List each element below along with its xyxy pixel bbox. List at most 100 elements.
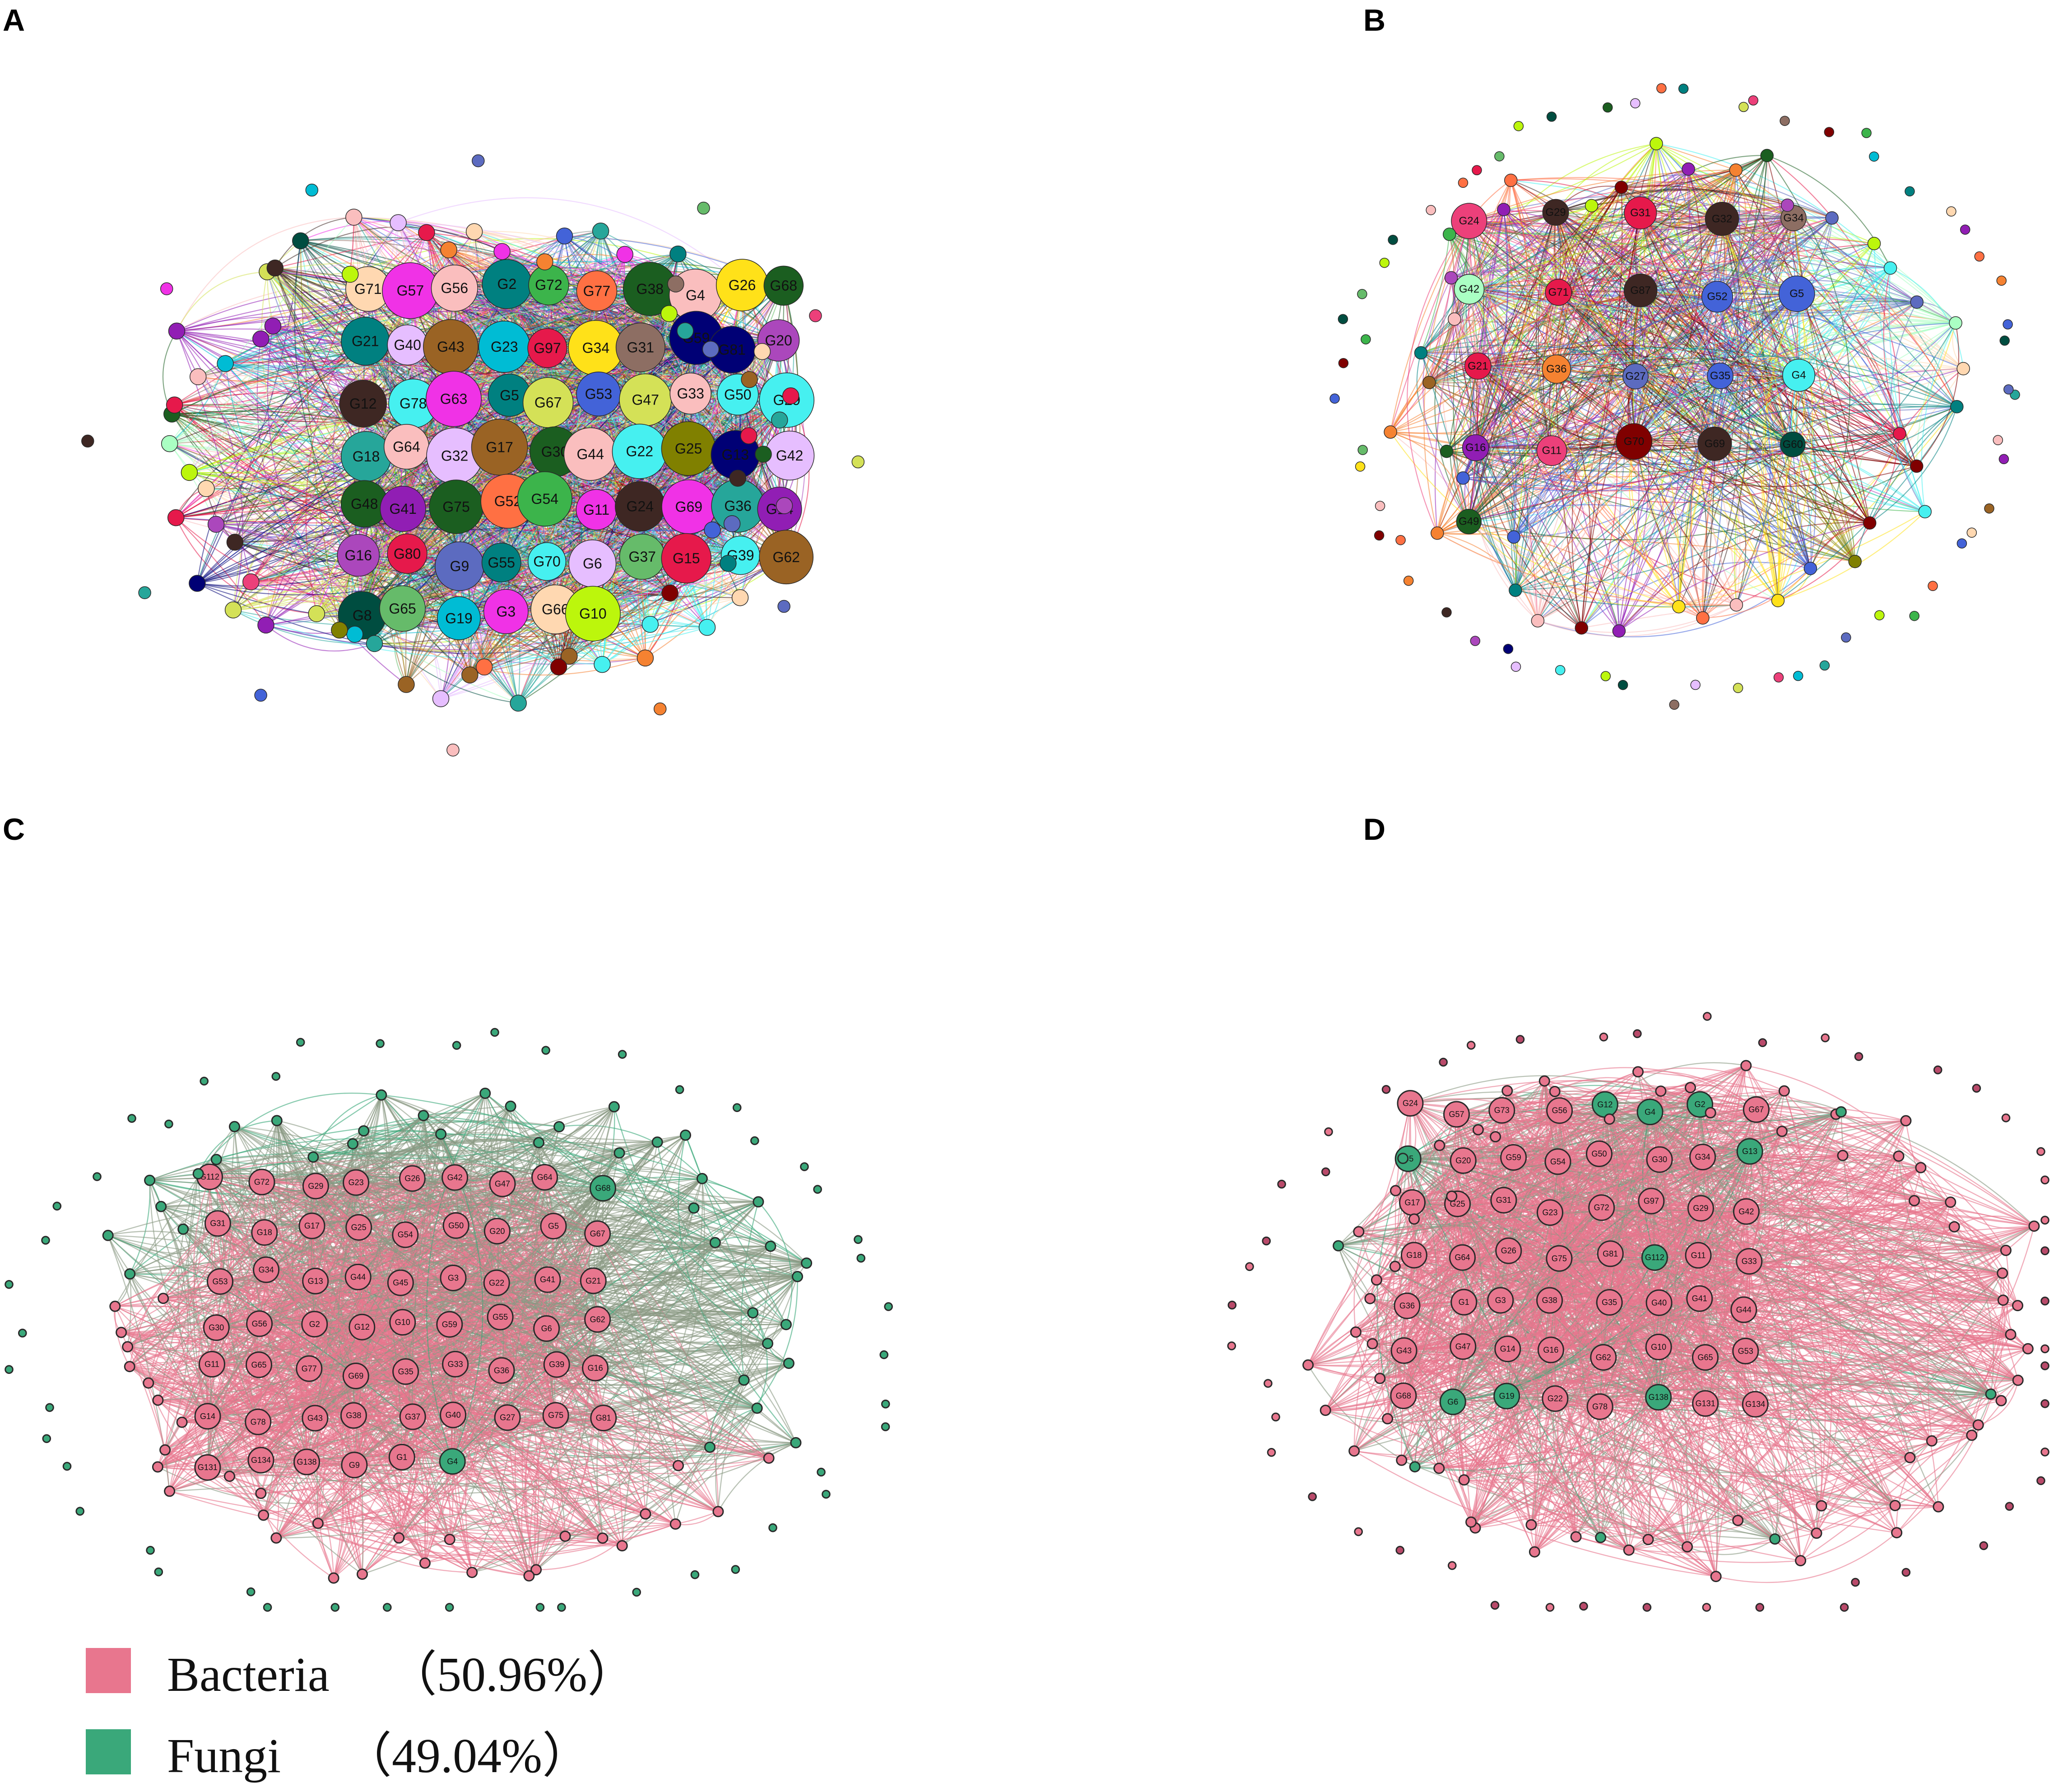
node-label: G18 bbox=[353, 448, 380, 465]
network-peripheral-node bbox=[1867, 237, 1881, 251]
network-peripheral-node bbox=[1361, 334, 1371, 344]
network-edge bbox=[169, 365, 548, 444]
network-peripheral-node bbox=[1993, 435, 2003, 446]
node-label: G54 bbox=[531, 491, 558, 507]
network-peripheral-node bbox=[1672, 600, 1686, 614]
network-peripheral-node bbox=[1690, 680, 1701, 690]
network-peripheral-node bbox=[181, 464, 198, 481]
network-peripheral-node bbox=[167, 509, 185, 526]
node-label: G77 bbox=[583, 283, 610, 299]
network-peripheral-node bbox=[1848, 554, 1862, 568]
node-label: G42 bbox=[776, 447, 803, 464]
network-peripheral-node bbox=[461, 666, 479, 684]
network-peripheral-node bbox=[729, 470, 747, 487]
network-peripheral-node bbox=[741, 371, 758, 388]
network-peripheral-node bbox=[1869, 151, 1879, 162]
network-peripheral-node bbox=[189, 368, 207, 386]
panel-a-letter: A bbox=[3, 3, 25, 37]
network-peripheral-node bbox=[161, 435, 178, 452]
network-peripheral-node bbox=[702, 340, 720, 358]
network-peripheral-node bbox=[556, 227, 573, 245]
node-label: G5 bbox=[1789, 288, 1804, 300]
network-peripheral-node bbox=[1546, 112, 1557, 122]
node-label: G20 bbox=[765, 332, 792, 349]
network-peripheral-node bbox=[1678, 84, 1689, 94]
node-label: G33 bbox=[677, 386, 704, 402]
node-label: G32 bbox=[441, 448, 468, 464]
network-peripheral-node bbox=[1585, 199, 1599, 213]
network-edge bbox=[169, 217, 354, 444]
network-peripheral-node bbox=[166, 396, 183, 414]
node-label: G43 bbox=[437, 339, 464, 355]
network-peripheral-node bbox=[1883, 261, 1897, 275]
node-label: G70 bbox=[1624, 435, 1644, 447]
network-peripheral-node bbox=[1738, 102, 1749, 112]
network-peripheral-node bbox=[1874, 610, 1885, 620]
node-label: G15 bbox=[673, 550, 700, 567]
network-peripheral-node bbox=[2003, 384, 2014, 395]
network-peripheral-node bbox=[1575, 621, 1589, 635]
network-peripheral-node bbox=[440, 241, 457, 259]
network-edge bbox=[273, 231, 475, 327]
node-label: G42 bbox=[1459, 283, 1479, 295]
network-peripheral-node bbox=[1507, 530, 1521, 544]
network-peripheral-node bbox=[697, 201, 710, 215]
network-peripheral-node bbox=[398, 676, 415, 693]
node-label: G63 bbox=[440, 391, 467, 407]
network-peripheral-node bbox=[1612, 624, 1626, 638]
network-peripheral-node bbox=[510, 694, 527, 712]
network-peripheral-node bbox=[1966, 527, 1977, 538]
network-peripheral-node bbox=[1863, 516, 1877, 530]
node-label: G68 bbox=[770, 278, 797, 294]
network-edge bbox=[274, 216, 354, 269]
network-edge bbox=[176, 216, 354, 331]
network-peripheral-node bbox=[594, 656, 611, 673]
node-label: G64 bbox=[393, 438, 420, 455]
node-label: G2 bbox=[497, 276, 517, 292]
node-label: G65 bbox=[389, 600, 416, 617]
network-peripheral-node bbox=[1928, 581, 1938, 591]
network-peripheral-node bbox=[1998, 454, 2009, 465]
node-label: G78 bbox=[400, 396, 427, 412]
network-peripheral-node bbox=[1379, 257, 1390, 268]
network-peripheral-node bbox=[1771, 594, 1785, 607]
network-peripheral-node bbox=[1793, 670, 1803, 681]
network-peripheral-node bbox=[1443, 228, 1456, 241]
node-label: G17 bbox=[486, 439, 513, 455]
network-peripheral-node bbox=[1861, 128, 1872, 138]
node-label: G40 bbox=[394, 337, 421, 353]
network-peripheral-node bbox=[782, 387, 799, 405]
network-peripheral-node bbox=[254, 689, 267, 702]
node-label: G32 bbox=[1712, 213, 1732, 225]
network-peripheral-node bbox=[1448, 312, 1461, 326]
node-label: G19 bbox=[445, 610, 472, 626]
network-peripheral-node bbox=[1384, 425, 1397, 439]
network-peripheral-node bbox=[1910, 295, 1924, 309]
network-peripheral-node bbox=[1617, 680, 1628, 690]
node-label: G34 bbox=[582, 340, 609, 356]
node-label: G13 bbox=[722, 447, 749, 463]
network-peripheral-node bbox=[1355, 461, 1366, 472]
node-label: G38 bbox=[637, 281, 664, 297]
network-peripheral-node bbox=[1841, 632, 1851, 643]
network-peripheral-node bbox=[704, 521, 721, 539]
node-label: G24 bbox=[627, 498, 654, 515]
network-peripheral-node bbox=[1825, 211, 1839, 225]
node-label: G75 bbox=[442, 499, 469, 515]
network-peripheral-node bbox=[1819, 660, 1830, 671]
network-peripheral-node bbox=[1682, 162, 1695, 176]
node-label: G69 bbox=[675, 498, 702, 515]
network-edge bbox=[197, 376, 270, 625]
node-label: G60 bbox=[1783, 438, 1803, 451]
node-label: G69 bbox=[1705, 438, 1725, 450]
network-peripheral-node bbox=[1669, 699, 1680, 710]
network-peripheral-node bbox=[1600, 671, 1611, 681]
node-label: G44 bbox=[576, 446, 604, 462]
node-label: G50 bbox=[724, 386, 751, 403]
node-label: G81 bbox=[718, 342, 745, 358]
network-edge bbox=[176, 330, 251, 582]
network-peripheral-node bbox=[465, 223, 483, 240]
network-peripheral-node bbox=[1909, 610, 1919, 621]
network-peripheral-node bbox=[1444, 271, 1458, 285]
network-peripheral-node bbox=[224, 601, 242, 619]
